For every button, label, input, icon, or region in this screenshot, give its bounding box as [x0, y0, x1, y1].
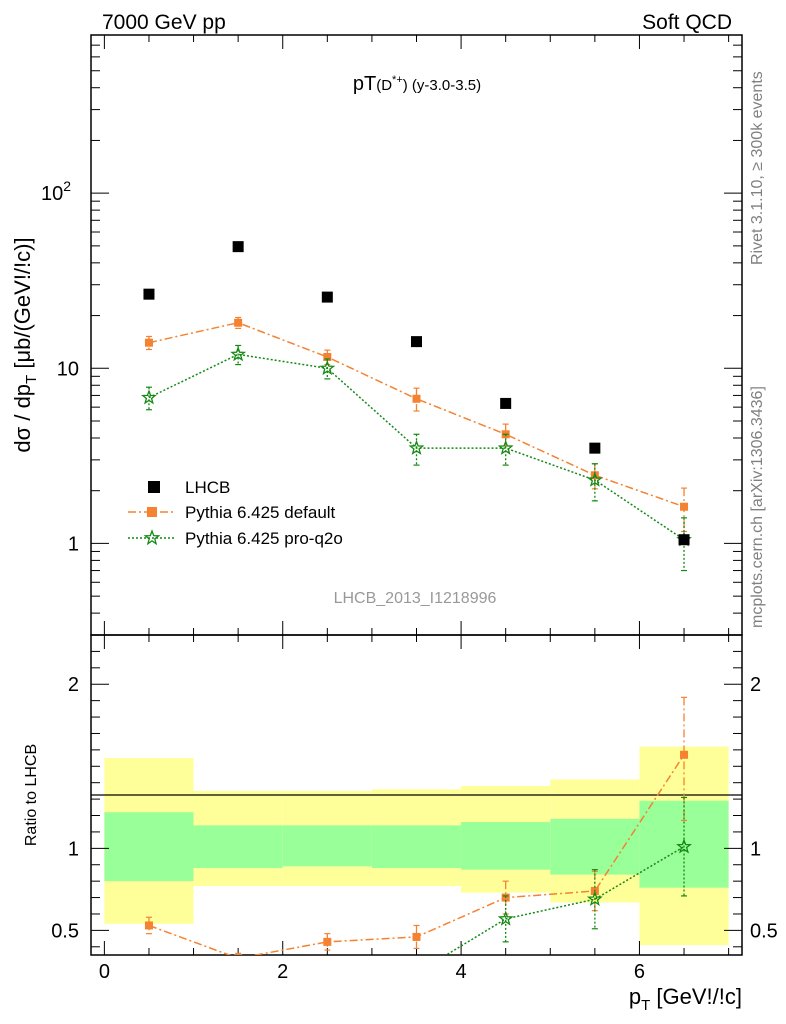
ratio-y-tick-label-right: 1 [750, 838, 761, 860]
main-panel: 1 10 102 pT(D*+) (y-3.0-3.5) dσ / dpT [μb/… [10, 34, 743, 636]
plot-title-sup: *+ [392, 74, 403, 86]
header-right: Soft QCD [642, 11, 732, 34]
ratio-point-proq2o [497, 910, 514, 926]
main-y-tick-label: 10 [57, 358, 79, 380]
legend-label-lhcb: LHCB [185, 478, 230, 497]
legend-label-default: Pythia 6.425 default [185, 503, 336, 522]
x-axis-label: pT [GeV!/!c] [629, 984, 742, 1014]
x-tick-label: 6 [634, 961, 645, 983]
plot-title-main: pT [353, 73, 376, 95]
main-point-lhcb [678, 534, 690, 546]
x-tick-label: 4 [456, 961, 467, 983]
legend: LHCB Pythia 6.425 default Pythia 6.425 p… [128, 478, 343, 548]
ratio-band-inner [371, 825, 462, 869]
ratio-band-inner [104, 812, 194, 882]
legend-marker-proq2o [143, 529, 161, 546]
main-point-lhcb [411, 336, 422, 348]
main-point-lhcb [589, 442, 601, 454]
plot-title: pT(D*+) (y-3.0-3.5) [353, 73, 481, 95]
legend-marker-default [147, 507, 157, 517]
ratio-band-inner [193, 825, 283, 869]
main-point-proq2o [230, 346, 247, 362]
ratio-point-proq2o [676, 838, 692, 854]
plot-title-rest: ) (y-3.0-3.5) [403, 77, 481, 94]
ratio-point-default [144, 921, 153, 930]
ratio-frame [90, 634, 743, 956]
main-y-tick-label: 1 [68, 533, 79, 555]
main-point-default [234, 318, 243, 327]
ratio-band-inner [550, 818, 640, 875]
main-point-proq2o [319, 359, 336, 376]
main-point-default [323, 353, 332, 362]
x-axis-label-main: p [629, 984, 641, 1009]
legend-label-proq2o: Pythia 6.425 pro-q2o [185, 529, 343, 548]
x-tick-label: 2 [277, 961, 288, 983]
main-point-proq2o [408, 439, 425, 455]
main-point-lhcb [143, 288, 155, 300]
ratio-point-proq2o [232, 967, 244, 979]
y-axis-label: dσ / dpT [μb/(GeV!/!c)] [10, 237, 40, 452]
x-tick-label: 0 [99, 961, 110, 983]
ratio-point-default [680, 750, 689, 759]
plot-title-sub: (D [376, 77, 392, 94]
x-axis-label-suffix: [GeV!/!c] [650, 984, 742, 1009]
y-axis-label-suffix: [μb/(GeV!/!c)] [10, 237, 35, 374]
mcplots-label: mcplots.cern.ch [arXiv:1306.3436] [749, 386, 766, 628]
ratio-point-default [234, 954, 243, 955]
ratio-band-inner [282, 825, 372, 867]
main-point-proq2o [497, 439, 514, 455]
ratio-point-proq2o [410, 967, 422, 979]
main-point-lhcb [321, 291, 333, 303]
main-point-default [412, 394, 421, 403]
y-axis-label-prefix: dσ / dp [10, 384, 35, 453]
header-left: 7000 GeV pp [102, 11, 226, 34]
ratio-point-proq2o [143, 965, 155, 977]
ratio-point-proq2o [586, 890, 603, 907]
ratio-panel: 0.5 0.5 1 1 2 2 0 2 4 6 Ratio to LHCB pT [GeV!/!… [23, 634, 778, 1014]
main-point-proq2o [586, 471, 603, 487]
ratio-y-axis-label: Ratio to LHCB [23, 744, 40, 846]
legend-marker-lhcb [148, 481, 160, 493]
rivet-version-label: Rivet 3.1.10, ≥ 300k events [749, 71, 766, 265]
ratio-y-tick-label-right: 2 [750, 674, 761, 696]
analysis-watermark: LHCB_2013_I1218996 [334, 590, 497, 607]
ratio-point-default [412, 932, 421, 941]
main-y-tick-label: 102 [41, 178, 71, 205]
ratio-band-inner [461, 822, 551, 870]
main-point-default [680, 502, 689, 511]
ratio-y-tick-label: 2 [68, 674, 79, 696]
ratio-point-default [323, 937, 332, 946]
main-point-lhcb [232, 241, 244, 253]
ratio-y-tick-label-right: 0.5 [750, 920, 778, 942]
ratio-point-proq2o [321, 962, 333, 974]
x-axis-label-sub: T [641, 997, 650, 1014]
main-point-lhcb [500, 397, 512, 409]
ratio-y-tick-label: 0.5 [51, 920, 79, 942]
y-axis-label-sub: T [23, 375, 40, 384]
main-point-proq2o [141, 389, 157, 405]
ratio-y-tick-label: 1 [68, 838, 79, 860]
main-point-default [144, 338, 153, 347]
